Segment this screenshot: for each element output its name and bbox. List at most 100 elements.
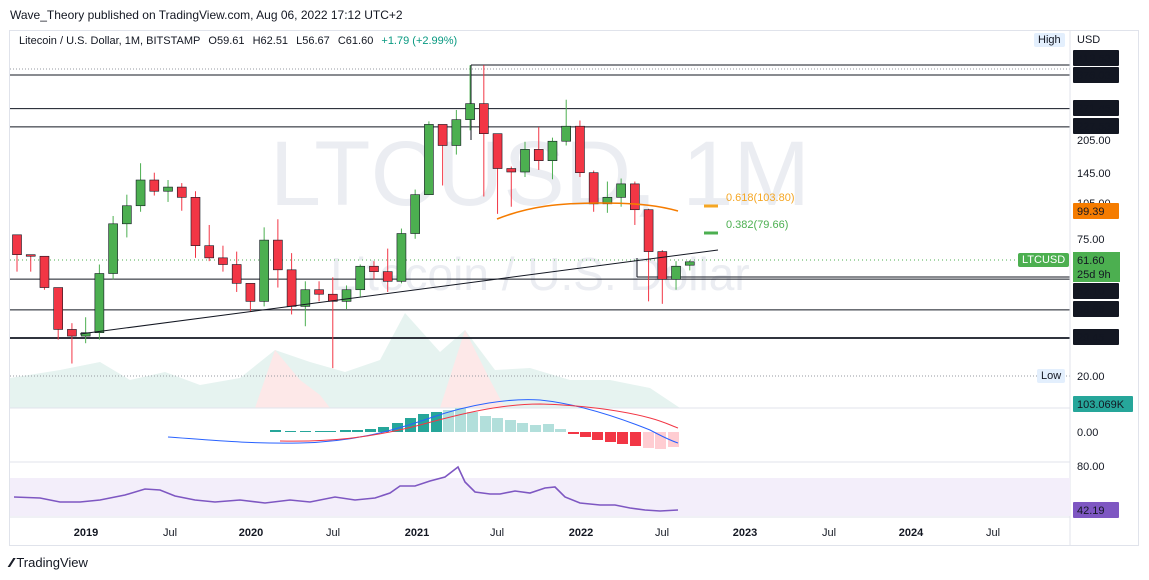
price-tick: 75.00 bbox=[1077, 234, 1105, 246]
candle-body bbox=[671, 265, 681, 280]
price-label-level-bg bbox=[1073, 283, 1119, 299]
candle-body bbox=[190, 197, 201, 246]
candle-body bbox=[273, 239, 283, 271]
macd-histogram-bar bbox=[431, 412, 442, 432]
candle-body bbox=[176, 186, 187, 198]
macd-histogram-bar bbox=[325, 431, 336, 432]
macd-histogram-bar bbox=[270, 430, 281, 432]
candle-body bbox=[300, 289, 311, 307]
watermark-ticker: LTCUSD, 1M bbox=[270, 123, 810, 225]
currency-label[interactable]: USD bbox=[1077, 34, 1101, 46]
macd-histogram-bar bbox=[655, 432, 666, 449]
price-tick-low: 20.00 bbox=[1077, 371, 1105, 383]
macd-histogram-bar bbox=[378, 427, 389, 432]
candle-body bbox=[492, 133, 503, 169]
candle-body bbox=[94, 273, 105, 334]
candle-body bbox=[533, 149, 544, 161]
macd-histogram-bar bbox=[480, 416, 491, 432]
legend-symbol: Litecoin / U.S. Dollar, 1M, BITSTAMP bbox=[19, 35, 201, 47]
legend-low: L56.67 bbox=[296, 35, 330, 47]
current-price-value: 61.60 bbox=[1077, 255, 1105, 267]
candle-body bbox=[657, 251, 668, 280]
macd-histogram-bar bbox=[443, 410, 454, 432]
candle-body bbox=[314, 289, 324, 295]
macd-histogram-bar bbox=[467, 412, 478, 432]
macd-histogram-bar bbox=[455, 408, 466, 432]
rsi-pane bbox=[10, 465, 1070, 516]
tradingview-logo[interactable]: ⁄⁄ TradingView bbox=[10, 555, 88, 570]
macd-histogram-bar bbox=[300, 431, 311, 432]
time-axis-label: 2024 bbox=[899, 527, 924, 539]
price-label-level: 29.45 bbox=[1077, 332, 1105, 344]
macd-histogram-bar bbox=[365, 429, 376, 432]
price-label-level-bg bbox=[1073, 301, 1119, 317]
volume-value-label-bg bbox=[1073, 396, 1133, 412]
legend-close: C61.60 bbox=[337, 35, 374, 47]
candle-body bbox=[396, 233, 407, 282]
macd-histogram-bar bbox=[405, 418, 416, 432]
candle-body bbox=[561, 125, 572, 142]
macd-histogram-bar bbox=[668, 432, 679, 447]
chart-frame[interactable] bbox=[9, 30, 1139, 546]
candle-body bbox=[122, 205, 132, 225]
candle-body bbox=[506, 168, 517, 173]
publish-caption: Wave_Theory published on TradingView.com… bbox=[10, 8, 403, 22]
price-label-high-bg bbox=[1073, 50, 1119, 66]
candle-body bbox=[424, 124, 434, 195]
rsi-value-label-bg bbox=[1073, 502, 1119, 518]
candle-body bbox=[12, 234, 22, 255]
price-tick: 145.00 bbox=[1077, 168, 1111, 180]
rsi-upper-label: 80.00 bbox=[1077, 461, 1105, 473]
time-axis-label: 2022 bbox=[569, 527, 593, 539]
price-label-level-bg bbox=[1073, 67, 1119, 83]
watermark-name: Litecoin / U.S. Dollar bbox=[330, 248, 749, 300]
candle-body bbox=[231, 264, 242, 284]
candle-body bbox=[588, 172, 599, 205]
macd-histogram-bar bbox=[517, 423, 528, 432]
time-axis-label: Jul bbox=[490, 527, 504, 539]
candle-body bbox=[245, 283, 256, 302]
candle-body bbox=[547, 140, 558, 161]
volume-area bbox=[10, 313, 680, 408]
price-label-level-bg bbox=[1073, 329, 1119, 345]
volume-fill bbox=[10, 313, 680, 408]
price-label-level: 227.53 bbox=[1077, 121, 1111, 133]
macd-histogram-bar bbox=[605, 432, 616, 442]
price-label-level-bg bbox=[1073, 100, 1119, 116]
candle-body bbox=[53, 287, 63, 330]
moving-average-line bbox=[496, 202, 679, 220]
time-axis-label: Jul bbox=[655, 527, 669, 539]
price-label-high: 413.53 bbox=[1077, 53, 1111, 65]
fib-618-label: 0.618(103.80) bbox=[726, 192, 795, 204]
candle-body bbox=[108, 223, 118, 274]
macd-histogram-bar bbox=[315, 431, 326, 432]
candle-body bbox=[643, 209, 654, 252]
macd-histogram-bar bbox=[592, 432, 603, 440]
macd-histogram-bar bbox=[392, 423, 403, 432]
overlay-lines: 0.618(103.80) 0.382(79.66) bbox=[10, 31, 1071, 546]
macd-histogram-bar bbox=[580, 432, 591, 437]
candle-body bbox=[341, 289, 352, 302]
rsi-band bbox=[10, 478, 1070, 516]
price-label-level: 376.03 bbox=[1077, 70, 1111, 82]
legend-high: H62.51 bbox=[252, 35, 289, 47]
candle-body bbox=[465, 103, 475, 120]
candle-body bbox=[369, 265, 379, 272]
time-axis-label: Jul bbox=[326, 527, 340, 539]
macd-histogram-bar bbox=[418, 414, 429, 432]
volume-fill-down bbox=[255, 350, 330, 408]
symbol-legend: Litecoin / U.S. Dollar, 1M, BITSTAMP O59… bbox=[19, 35, 462, 47]
candle-body bbox=[382, 271, 393, 282]
candle-body bbox=[67, 329, 77, 337]
candle-body bbox=[575, 125, 585, 173]
horizontal-levels[interactable] bbox=[10, 64, 1070, 377]
fib-382-label: 0.382(79.66) bbox=[726, 219, 788, 231]
macd-histogram-bar bbox=[492, 418, 503, 432]
rsi-line bbox=[13, 465, 679, 512]
macd-histogram-bar bbox=[530, 425, 541, 432]
price-label-level: 271.45 bbox=[1077, 103, 1111, 115]
macd-zero-label: 0.00 bbox=[1077, 427, 1098, 439]
macd-histogram-bar bbox=[340, 430, 351, 432]
low-scale-tag: Low bbox=[1037, 369, 1066, 383]
